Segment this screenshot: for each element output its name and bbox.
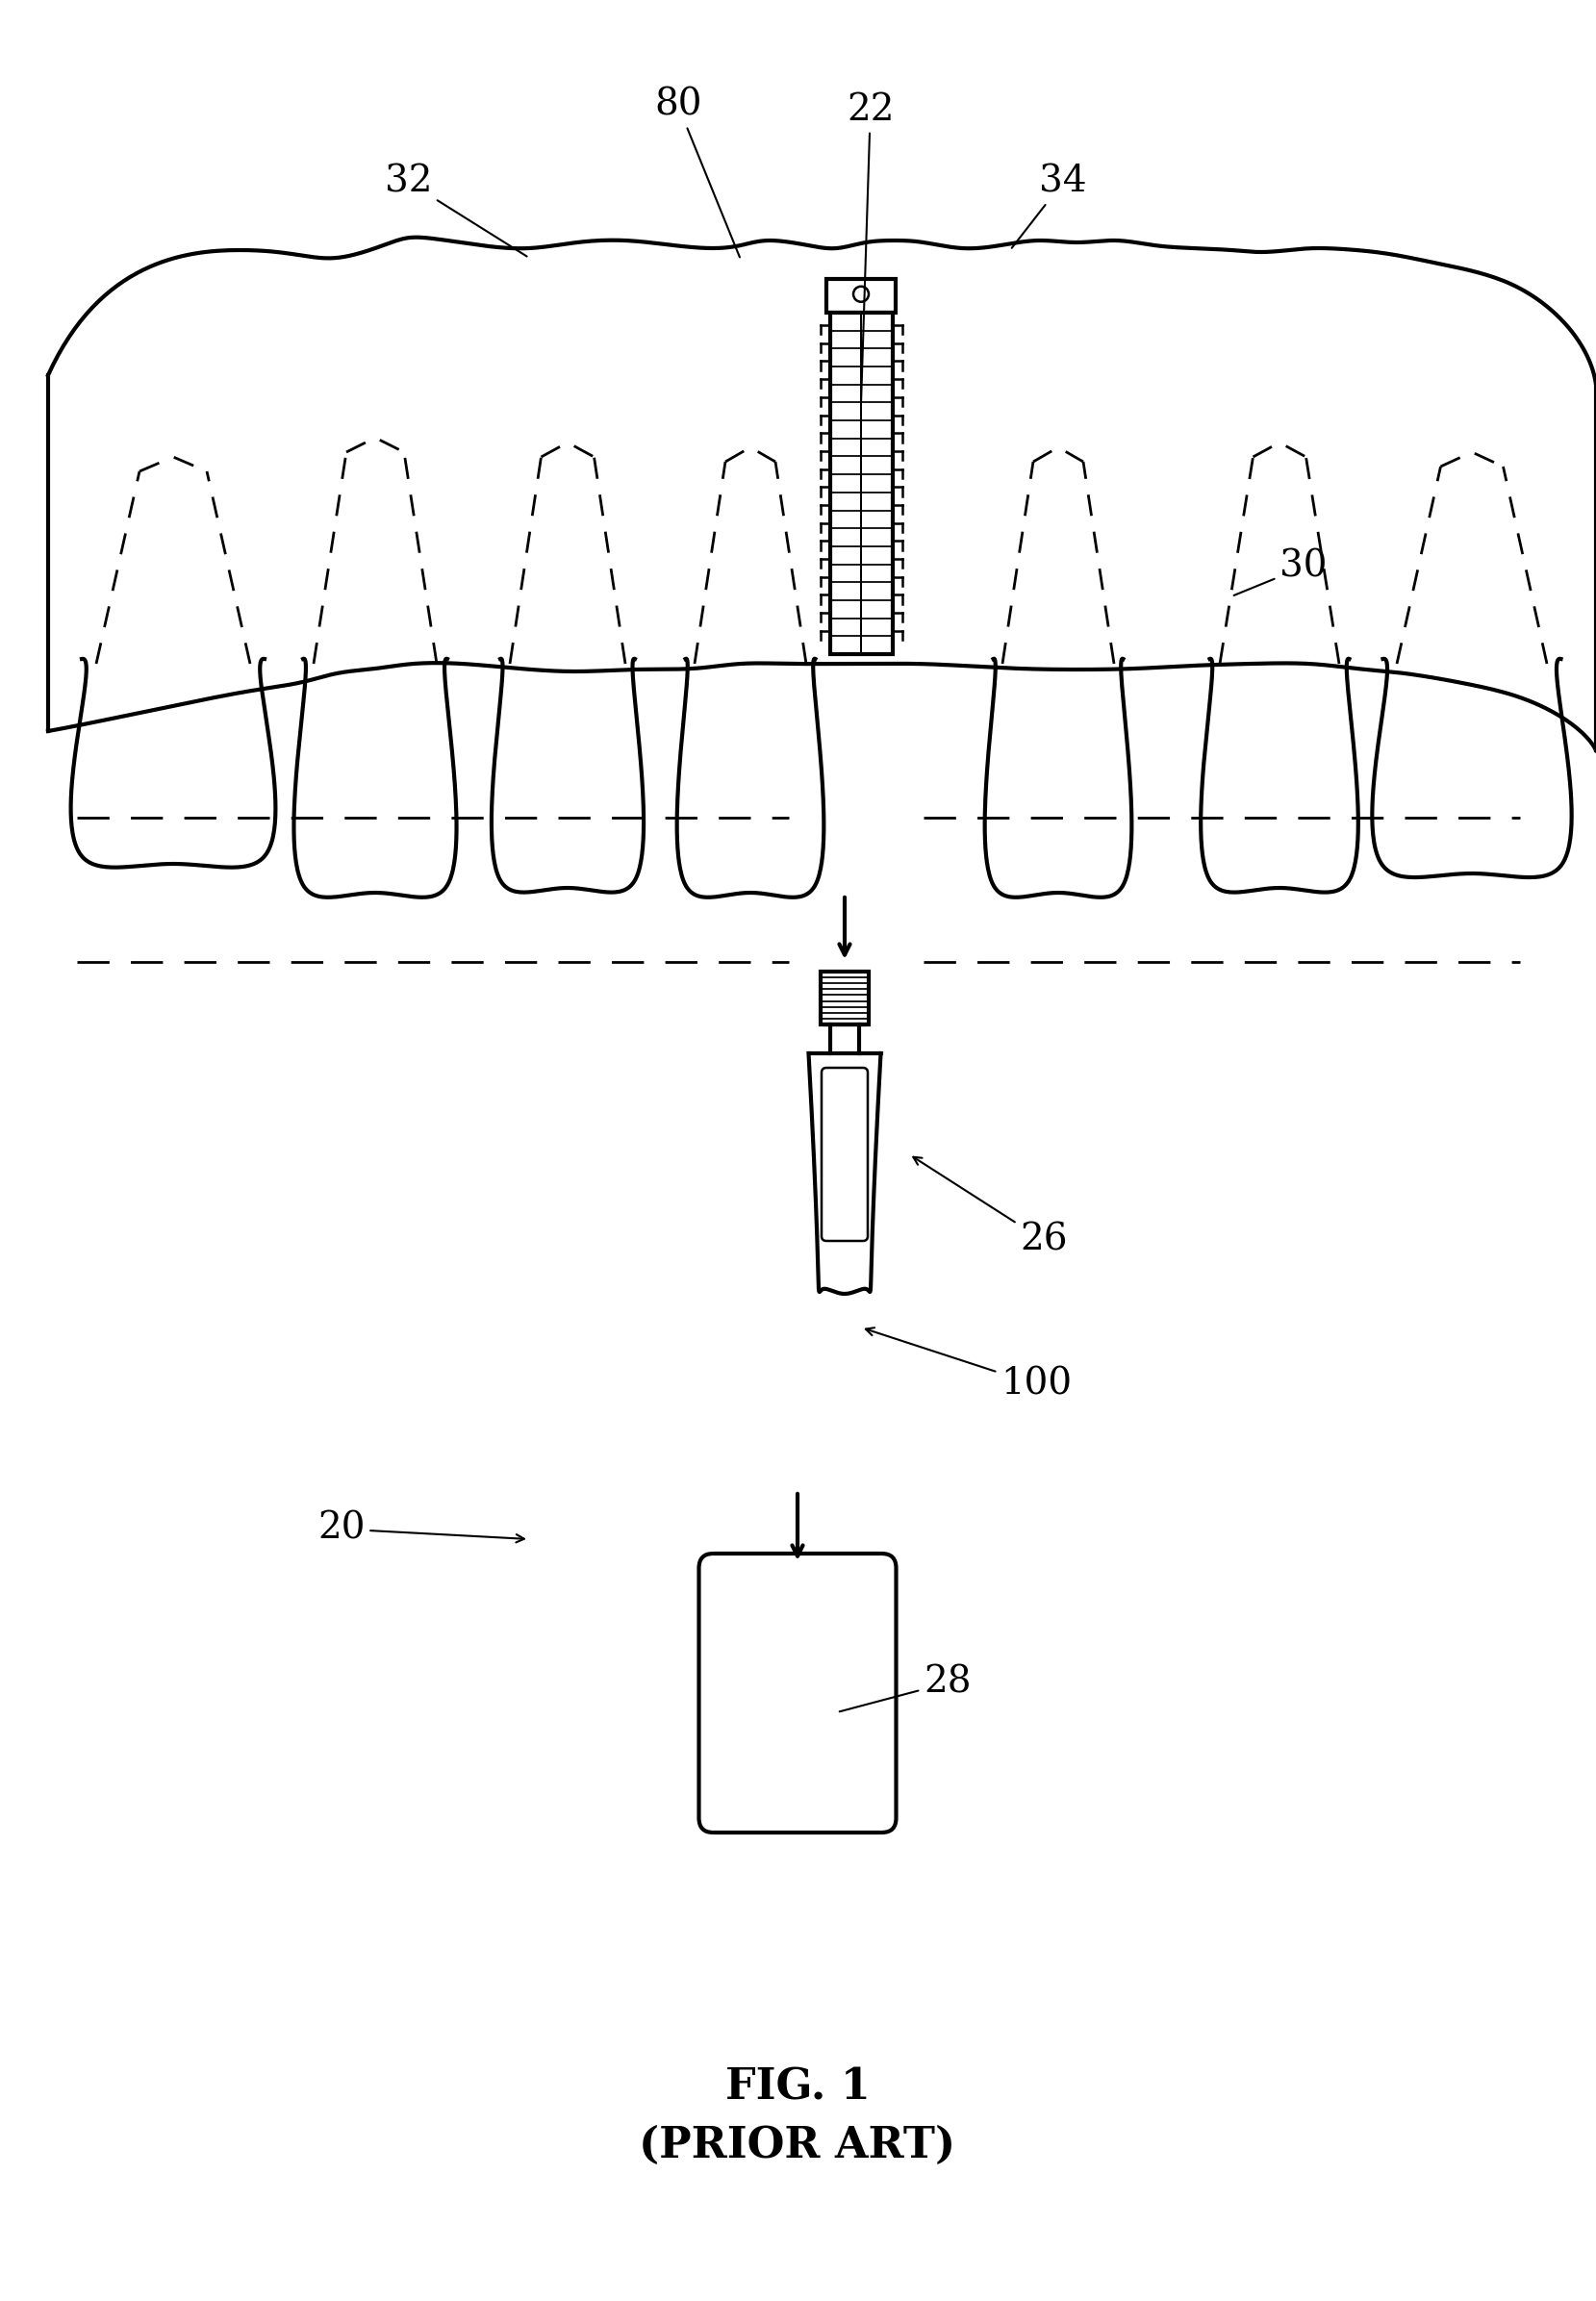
Text: 34: 34 [1012,163,1087,249]
Text: 100: 100 [865,1328,1073,1404]
Text: 28: 28 [839,1666,970,1712]
Text: 22: 22 [846,92,894,400]
Text: 20: 20 [318,1512,523,1546]
Text: 32: 32 [385,163,527,255]
FancyBboxPatch shape [699,1553,895,1832]
Bar [827,278,895,313]
Text: 26: 26 [913,1157,1068,1259]
Text: 80: 80 [654,87,741,258]
Text: 30: 30 [1234,550,1328,596]
FancyBboxPatch shape [822,1068,868,1240]
Bar [830,313,892,653]
Text: FIG. 1
(PRIOR ART): FIG. 1 (PRIOR ART) [640,2066,956,2165]
Bar [820,971,868,1024]
